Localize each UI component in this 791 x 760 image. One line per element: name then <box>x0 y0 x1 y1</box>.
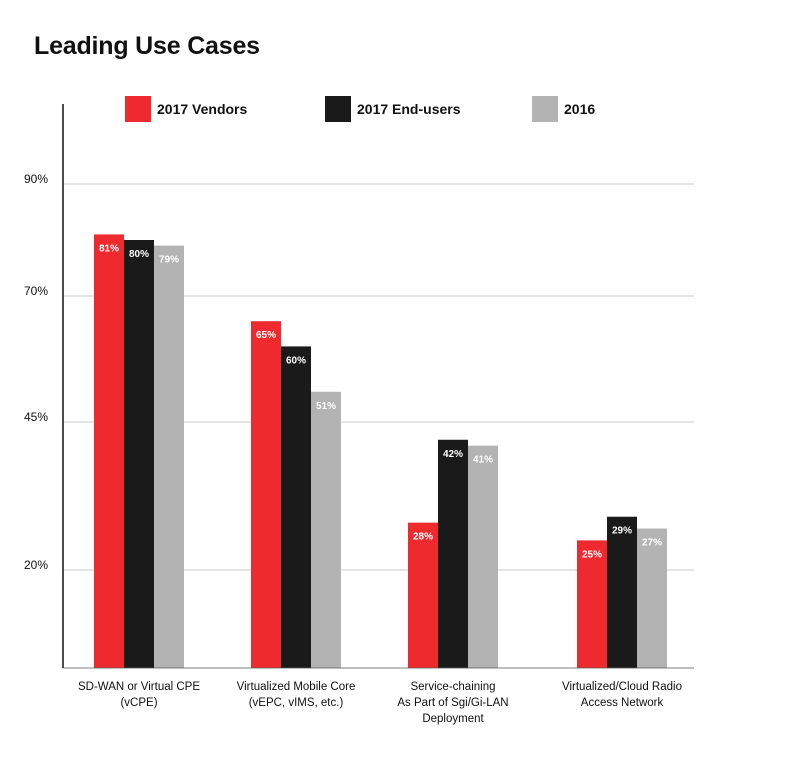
bar <box>311 391 341 668</box>
bar <box>281 346 311 668</box>
bar <box>468 445 498 668</box>
bar <box>637 528 667 668</box>
bar-data-label: 80% <box>129 249 149 260</box>
bar <box>94 234 124 668</box>
y-tick-label: 20% <box>24 558 48 572</box>
legend-label-2017-end-users: 2017 End-users <box>357 101 461 117</box>
chart-title: Leading Use Cases <box>34 32 260 60</box>
category-label: Access Network <box>581 697 664 709</box>
y-tick-labels: 90% 70% 45% 20% <box>24 172 48 572</box>
category-label: Virtualized/Cloud Radio <box>562 681 682 693</box>
legend-label-2016: 2016 <box>564 101 596 117</box>
category-label: (vEPC, vIMS, etc.) <box>249 697 344 709</box>
category-label: Deployment <box>422 713 484 725</box>
bar <box>408 522 438 668</box>
bar-data-label: 28% <box>413 532 433 543</box>
category-label: Virtualized Mobile Core <box>237 681 356 693</box>
legend-label-2017-vendors: 2017 Vendors <box>157 101 248 117</box>
bar <box>438 439 468 668</box>
bar-data-label: 41% <box>473 455 493 466</box>
bar-data-label: 79% <box>159 255 179 266</box>
bar <box>251 321 281 668</box>
bar <box>124 240 154 668</box>
y-tick-label: 70% <box>24 284 48 298</box>
legend-item-2016: 2016 <box>532 96 595 122</box>
legend-swatch-2016 <box>532 96 558 122</box>
bar-data-label: 42% <box>443 449 463 460</box>
legend-item-2017-vendors: 2017 Vendors <box>125 96 247 122</box>
y-tick-label: 90% <box>24 172 48 186</box>
bars: 81% 80% 79% 65% 60% 51% 28% 42% 41% 25% 29% 27% <box>94 234 667 668</box>
category-label: (vCPE) <box>120 697 157 709</box>
bar <box>607 516 637 668</box>
category-label: Service-chaining <box>410 681 495 693</box>
bar-data-label: 65% <box>256 330 276 341</box>
bar-data-label: 51% <box>316 401 336 412</box>
category-labels: SD-WAN or Virtual CPE (vCPE) Virtualized M… <box>78 681 682 725</box>
bar-data-label: 60% <box>286 355 306 366</box>
bar-data-label: 27% <box>642 538 662 549</box>
bar-data-label: 25% <box>582 549 602 560</box>
category-label: As Part of Sgi/Gi-LAN <box>397 697 508 709</box>
legend-swatch-2017-vendors <box>125 96 151 122</box>
legend: 2017 Vendors 2017 End-users 2016 <box>0 96 791 126</box>
y-tick-label: 45% <box>24 410 48 424</box>
bar-data-label: 81% <box>99 243 119 254</box>
bar <box>154 245 184 668</box>
legend-swatch-2017-end-users <box>325 96 351 122</box>
legend-item-2017-end-users: 2017 End-users <box>325 96 461 122</box>
category-label: SD-WAN or Virtual CPE <box>78 681 200 693</box>
bar <box>577 540 607 668</box>
bar-data-label: 29% <box>612 526 632 537</box>
